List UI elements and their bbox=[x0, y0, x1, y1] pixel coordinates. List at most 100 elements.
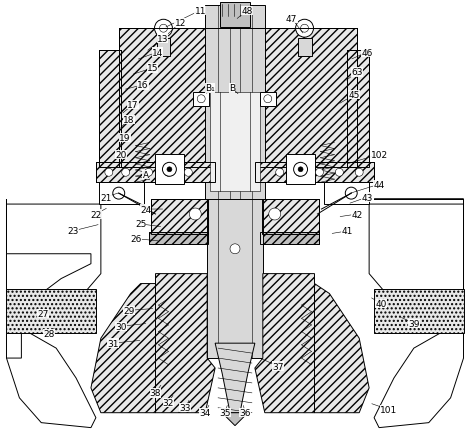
Circle shape bbox=[296, 20, 313, 38]
Bar bbox=[119, 29, 357, 168]
Text: 13: 13 bbox=[157, 34, 168, 43]
Circle shape bbox=[184, 169, 192, 177]
Bar bbox=[205, 6, 265, 224]
Circle shape bbox=[301, 25, 308, 33]
Bar bbox=[149, 232, 208, 244]
Bar bbox=[150, 200, 208, 234]
Circle shape bbox=[276, 169, 284, 177]
Bar bbox=[210, 92, 260, 192]
Circle shape bbox=[264, 95, 272, 104]
Bar bbox=[155, 155, 184, 185]
Text: 36: 36 bbox=[239, 408, 251, 417]
Polygon shape bbox=[255, 274, 314, 413]
Text: 11: 11 bbox=[195, 7, 206, 16]
Text: 47: 47 bbox=[286, 15, 298, 24]
Bar bbox=[255, 163, 374, 183]
Text: 33: 33 bbox=[180, 403, 191, 412]
Text: 37: 37 bbox=[272, 362, 283, 371]
Bar bbox=[96, 163, 215, 183]
Bar bbox=[119, 29, 357, 168]
Polygon shape bbox=[7, 200, 96, 427]
Circle shape bbox=[345, 188, 357, 200]
Bar bbox=[260, 232, 320, 244]
Bar bbox=[99, 51, 121, 168]
Text: B₁: B₁ bbox=[205, 84, 215, 93]
Text: 42: 42 bbox=[352, 210, 363, 219]
Bar bbox=[7, 289, 96, 333]
Circle shape bbox=[336, 169, 343, 177]
Bar bbox=[99, 51, 121, 168]
Text: 35: 35 bbox=[219, 408, 231, 417]
Text: 16: 16 bbox=[137, 81, 149, 90]
Text: 41: 41 bbox=[342, 227, 353, 236]
Text: 40: 40 bbox=[376, 299, 387, 308]
Circle shape bbox=[294, 163, 307, 177]
Text: 34: 34 bbox=[199, 408, 211, 417]
Circle shape bbox=[167, 167, 172, 172]
Text: 20: 20 bbox=[115, 150, 126, 160]
Text: 43: 43 bbox=[361, 193, 373, 202]
Text: 28: 28 bbox=[44, 329, 55, 338]
Bar bbox=[324, 183, 369, 205]
Text: 48: 48 bbox=[241, 7, 252, 16]
Circle shape bbox=[269, 209, 281, 221]
Bar bbox=[347, 51, 369, 168]
Circle shape bbox=[159, 25, 167, 33]
Text: 19: 19 bbox=[119, 134, 131, 143]
Text: 44: 44 bbox=[374, 180, 384, 189]
Text: 22: 22 bbox=[90, 210, 102, 219]
Circle shape bbox=[155, 20, 172, 38]
Text: 15: 15 bbox=[147, 64, 158, 73]
Text: 25: 25 bbox=[135, 220, 146, 229]
Text: 101: 101 bbox=[380, 405, 398, 414]
Bar bbox=[262, 200, 320, 234]
Circle shape bbox=[298, 167, 303, 172]
Text: 38: 38 bbox=[150, 388, 161, 397]
Bar bbox=[99, 183, 144, 205]
Text: 46: 46 bbox=[361, 49, 373, 58]
Text: B: B bbox=[229, 84, 235, 93]
Bar bbox=[262, 200, 320, 234]
Text: 29: 29 bbox=[123, 306, 134, 315]
Bar bbox=[298, 39, 312, 57]
Circle shape bbox=[145, 169, 153, 177]
Polygon shape bbox=[7, 205, 101, 344]
Text: 31: 31 bbox=[107, 339, 118, 348]
Circle shape bbox=[164, 169, 172, 177]
Bar bbox=[260, 232, 320, 244]
Circle shape bbox=[355, 169, 363, 177]
Text: 45: 45 bbox=[349, 91, 360, 100]
Polygon shape bbox=[7, 254, 91, 358]
Text: 32: 32 bbox=[163, 398, 174, 407]
Bar bbox=[260, 92, 276, 107]
Polygon shape bbox=[374, 200, 463, 427]
Circle shape bbox=[315, 169, 323, 177]
Text: 39: 39 bbox=[408, 319, 420, 328]
Bar bbox=[255, 163, 374, 183]
Text: 24: 24 bbox=[140, 205, 151, 214]
Bar bbox=[96, 163, 215, 183]
Bar bbox=[149, 232, 208, 244]
Text: 30: 30 bbox=[115, 322, 126, 331]
Text: 14: 14 bbox=[152, 49, 163, 58]
Text: 17: 17 bbox=[127, 101, 138, 110]
Circle shape bbox=[296, 169, 304, 177]
Bar bbox=[374, 289, 463, 333]
Bar bbox=[193, 92, 209, 107]
Text: 63: 63 bbox=[352, 68, 363, 77]
Bar bbox=[220, 3, 250, 28]
Bar bbox=[150, 200, 208, 234]
Polygon shape bbox=[215, 344, 255, 413]
Text: 102: 102 bbox=[370, 150, 388, 160]
Text: 21: 21 bbox=[100, 193, 111, 202]
Circle shape bbox=[113, 188, 125, 200]
Polygon shape bbox=[156, 274, 215, 413]
Text: 12: 12 bbox=[175, 18, 186, 28]
Bar bbox=[347, 51, 369, 168]
Circle shape bbox=[230, 244, 240, 254]
Circle shape bbox=[105, 169, 113, 177]
Text: 27: 27 bbox=[38, 309, 49, 318]
Circle shape bbox=[122, 169, 130, 177]
Circle shape bbox=[163, 163, 176, 177]
Circle shape bbox=[189, 209, 201, 221]
